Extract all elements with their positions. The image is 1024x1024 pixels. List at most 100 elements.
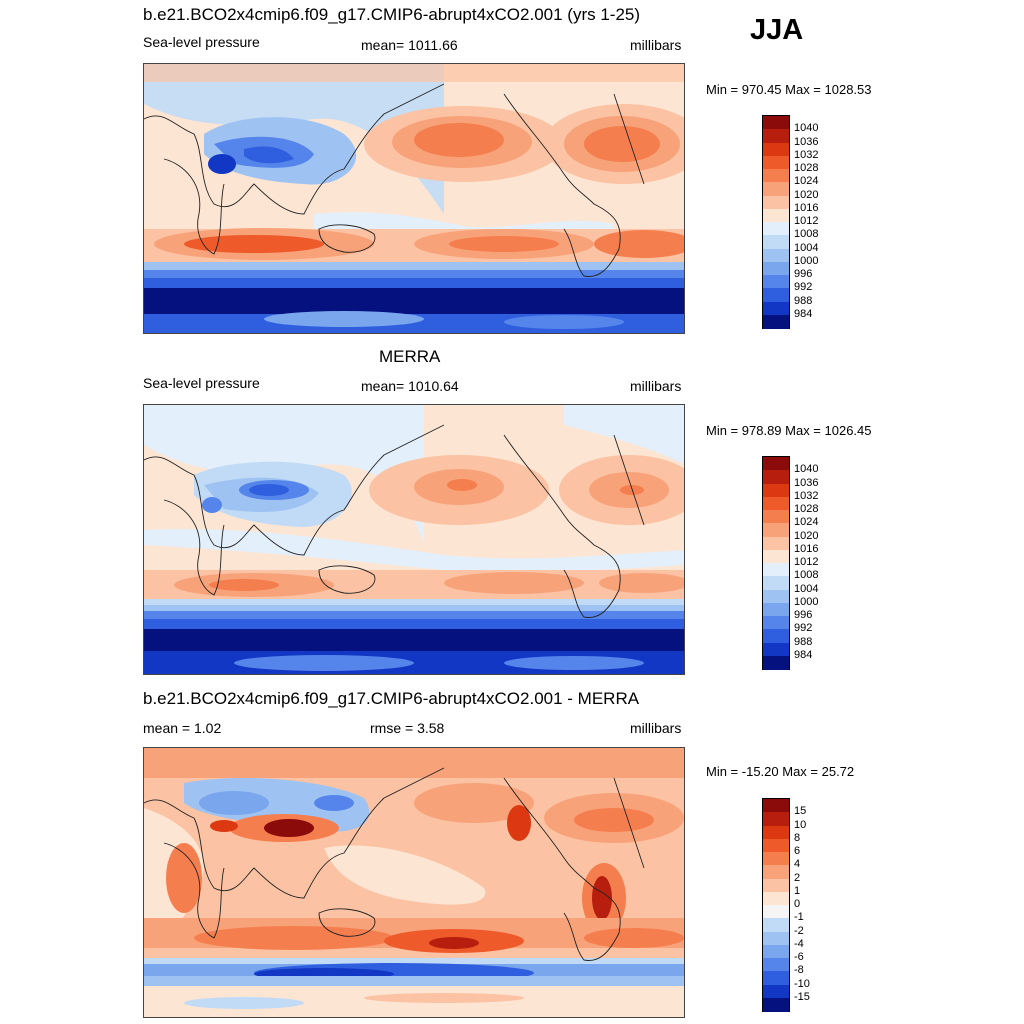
colorbar-diff-tick-label: -4: [794, 937, 804, 950]
units-label-diff: millibars: [630, 720, 682, 736]
colorbar-diff-tick-label: -10: [794, 977, 810, 990]
colorbar-diff-tick-label: -6: [794, 951, 804, 963]
colorbar-merra-swatch: [763, 549, 789, 564]
colorbar-model-swatch: [763, 261, 789, 276]
colorbar-model-swatch: [763, 142, 789, 157]
colorbar-diff-swatch: [763, 865, 789, 879]
minmax-label-model: Min = 970.45 Max = 1028.53: [706, 82, 872, 97]
colorbar-model-tick-label: 984: [794, 307, 813, 320]
colorbar-diff-swatch: [763, 905, 789, 919]
colorbar-model-swatch: [763, 301, 789, 316]
colorbar-merra-swatch: [763, 563, 789, 577]
panel-title-merra: MERRA: [379, 347, 441, 366]
colorbar-merra-tick-label: 1012: [794, 556, 819, 568]
colorbar-model-swatch: [763, 155, 789, 170]
colorbar-model-swatch: [763, 116, 789, 130]
map-panel-merra: [143, 404, 685, 675]
colorbar-diff-tick-label: 8: [794, 831, 801, 844]
colorbar-diff-swatch: [763, 997, 789, 1012]
colorbar-diff-tick-label: -1: [794, 911, 804, 924]
minmax-label-merra: Min = 978.89 Max = 1026.45: [706, 423, 872, 438]
colorbar-merra-swatch: [763, 510, 789, 524]
mean-label-model: mean= 1011.66: [361, 37, 458, 53]
colorbar-merra-tick-label: 992: [794, 622, 813, 635]
colorbar-model-tick-label: 988: [794, 294, 813, 307]
colorbar-merra-tick-label: 1000: [794, 595, 819, 608]
colorbar-model-tick-label: 992: [794, 281, 813, 294]
panel-title-diff: b.e21.BCO2x4cmip6.f09_g17.CMIP6-abrupt4x…: [143, 689, 640, 708]
colorbar-diff-swatch: [763, 944, 789, 959]
colorbar-merra-tick-label: 1032: [794, 489, 819, 502]
colorbar-diff-swatch: [763, 852, 789, 866]
colorbar-merra-swatch: [763, 602, 789, 617]
colorbar-merra-tick-label: 1028: [794, 503, 819, 515]
slp-map-model: [144, 64, 684, 333]
colorbar-merra-swatch: [763, 616, 789, 630]
slp-map-diff: [144, 748, 684, 1017]
variable-label-merra: Sea-level pressure: [143, 375, 260, 391]
colorbar-diff-swatch: [763, 971, 789, 985]
colorbar-merra-swatch: [763, 483, 789, 498]
colorbar-diff-swatch: [763, 825, 789, 840]
colorbar-model-tick-label: 1032: [794, 148, 819, 161]
colorbar-model-tick-label: 1016: [794, 201, 819, 214]
colorbar-model-swatch: [763, 235, 789, 249]
colorbar-diff-tick-label: 4: [794, 858, 801, 871]
colorbar-model-swatch: [763, 222, 789, 236]
colorbar-merra-swatch: [763, 576, 789, 590]
colorbar-diff-swatch: [763, 812, 789, 826]
colorbar-merra-tick-label: 984: [794, 648, 813, 661]
colorbar-diff-swatch: [763, 878, 789, 893]
colorbar-model-tick-label: 1040: [794, 122, 819, 135]
colorbar-merra-tick-label: 1024: [794, 516, 819, 529]
colorbar-model-swatch: [763, 195, 789, 210]
variable-label-model: Sea-level pressure: [143, 34, 260, 50]
colorbar-diff-tick-label: -8: [794, 964, 804, 977]
map-panel-model: [143, 63, 685, 334]
colorbar-diff-tick-label: 1: [794, 884, 801, 897]
colorbar-model-swatch: [763, 129, 789, 143]
colorbar-merra-tick-label: 1040: [794, 463, 819, 476]
map-panel-diff: [143, 747, 685, 1018]
colorbar-merra-tick-label: 1036: [794, 476, 819, 489]
colorbar-model-tick-label: 1012: [794, 215, 819, 227]
colorbar-model-tick-label: 1024: [794, 175, 819, 188]
colorbar-merra-swatch: [763, 642, 789, 657]
colorbar-merra-tick-label: 1020: [794, 529, 819, 542]
colorbar-model-swatch: [763, 208, 789, 223]
colorbar-merra-swatch: [763, 536, 789, 551]
colorbar-model-swatch: [763, 275, 789, 289]
colorbar-diff-tick-label: 10: [794, 818, 807, 831]
colorbar-diff-tick-label: -2: [794, 924, 804, 937]
colorbar-model-swatch: [763, 314, 789, 329]
colorbar-merra-tick-label: 1004: [794, 582, 819, 595]
units-label-merra: millibars: [630, 378, 682, 394]
colorbar-merra: [762, 456, 790, 670]
colorbar-model-tick-label: 1000: [794, 254, 819, 267]
colorbar-diff-swatch: [763, 891, 789, 906]
rmse-label-diff: rmse = 3.58: [370, 720, 445, 736]
colorbar-merra-tick-label: 988: [794, 635, 813, 648]
colorbar-diff-swatch: [763, 918, 789, 932]
mean-label-diff: mean = 1.02: [143, 720, 222, 736]
colorbar-diff-tick-label: 0: [794, 898, 801, 910]
mean-label-merra: mean= 1010.64: [361, 378, 459, 394]
colorbar-model-tick-label: 996: [794, 268, 813, 280]
minmax-label-diff: Min = -15.20 Max = 25.72: [706, 764, 855, 779]
slp-map-merra: [144, 405, 684, 674]
colorbar-model: [762, 115, 790, 329]
colorbar-merra-swatch: [763, 496, 789, 511]
colorbar-model-swatch: [763, 288, 789, 302]
colorbar-merra-swatch: [763, 589, 789, 604]
panel-title-model: b.e21.BCO2x4cmip6.f09_g17.CMIP6-abrupt4x…: [143, 5, 641, 24]
colorbar-diff-tick-label: 2: [794, 871, 801, 884]
colorbar-model-tick-label: 1008: [794, 228, 819, 241]
colorbar-diff-tick-label: 15: [794, 805, 807, 818]
colorbar-diff-swatch: [763, 931, 789, 946]
season-label: JJA: [750, 14, 804, 46]
colorbar-diff-tick-label: 6: [794, 845, 801, 857]
colorbar-diff-swatch: [763, 984, 789, 999]
colorbar-model-tick-label: 1004: [794, 241, 819, 254]
colorbar-diff-swatch: [763, 799, 789, 813]
colorbar-merra-swatch: [763, 655, 789, 670]
